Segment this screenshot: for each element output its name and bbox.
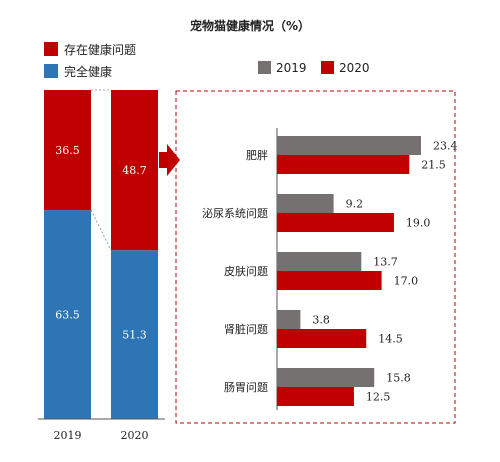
legend-swatch-2020	[321, 61, 334, 74]
category-label-0: 肥胖	[246, 149, 268, 162]
value-label-problem-2020: 48.7	[122, 164, 147, 177]
stacked-bar-chart: 63.5 36.5 2019 51.3 48.7 2020	[38, 89, 165, 442]
legend-label-2019: 2019	[276, 61, 307, 75]
horizontal-bar-chart: 23.4 21.5 肥胖 9.2 19.0 泌尿系统问题 13.7 17.0 皮肤问题 3.8 14…	[202, 128, 458, 410]
value-label-problem-2019: 36.5	[55, 144, 80, 157]
legend-swatch-2019	[258, 61, 271, 74]
legend-label-problem: 存在健康问题	[64, 42, 136, 57]
bar-healthy-2020	[111, 250, 158, 419]
legend-swatch-healthy	[44, 64, 58, 78]
value-label-2020-4: 12.5	[366, 391, 391, 404]
value-label-2020-0: 21.5	[421, 159, 446, 172]
value-label-2020-2: 17.0	[394, 275, 419, 288]
value-label-2019-2: 13.7	[373, 256, 398, 269]
x-tick-label-2020: 2020	[121, 429, 149, 442]
value-label-healthy-2019: 63.5	[55, 309, 80, 322]
value-label-2019-4: 15.8	[386, 372, 411, 385]
x-tick-label-2019: 2019	[54, 429, 82, 442]
bar-problem-2020	[111, 90, 158, 251]
connector-line-boundary	[90, 209, 112, 251]
bar-2020-1	[277, 213, 394, 232]
bar-2019-4	[277, 368, 375, 387]
category-label-1: 泌尿系统问题	[202, 207, 268, 220]
bar-2020-0	[277, 155, 410, 174]
arrow-icon	[159, 144, 180, 176]
bar-2019-0	[277, 136, 421, 155]
bar-healthy-2019	[44, 210, 91, 419]
bar-2020-3	[277, 329, 367, 348]
value-label-2019-3: 3.8	[312, 314, 330, 327]
category-label-3: 肾脏问题	[224, 323, 268, 336]
legend-swatch-problem	[44, 42, 58, 56]
bar-2020-4	[277, 387, 354, 406]
bar-2019-1	[277, 194, 334, 213]
value-label-2019-1: 9.2	[346, 198, 364, 211]
legend-label-healthy: 完全健康	[64, 64, 112, 79]
legend-label-2020: 2020	[339, 61, 370, 75]
bar-2019-3	[277, 310, 301, 329]
value-label-2020-1: 19.0	[406, 217, 431, 230]
category-label-4: 肠胃问题	[224, 381, 268, 394]
bar-2019-2	[277, 252, 362, 271]
value-label-2019-0: 23.4	[433, 140, 458, 153]
value-label-healthy-2020: 51.3	[122, 329, 147, 342]
bar-2020-2	[277, 271, 382, 290]
detail-panel-border	[175, 90, 456, 424]
value-label-2020-3: 14.5	[378, 333, 403, 346]
category-label-2: 皮肤问题	[224, 264, 268, 278]
chart-title: 宠物猫健康情况（%）	[190, 18, 310, 33]
bar-problem-2019	[44, 90, 91, 211]
